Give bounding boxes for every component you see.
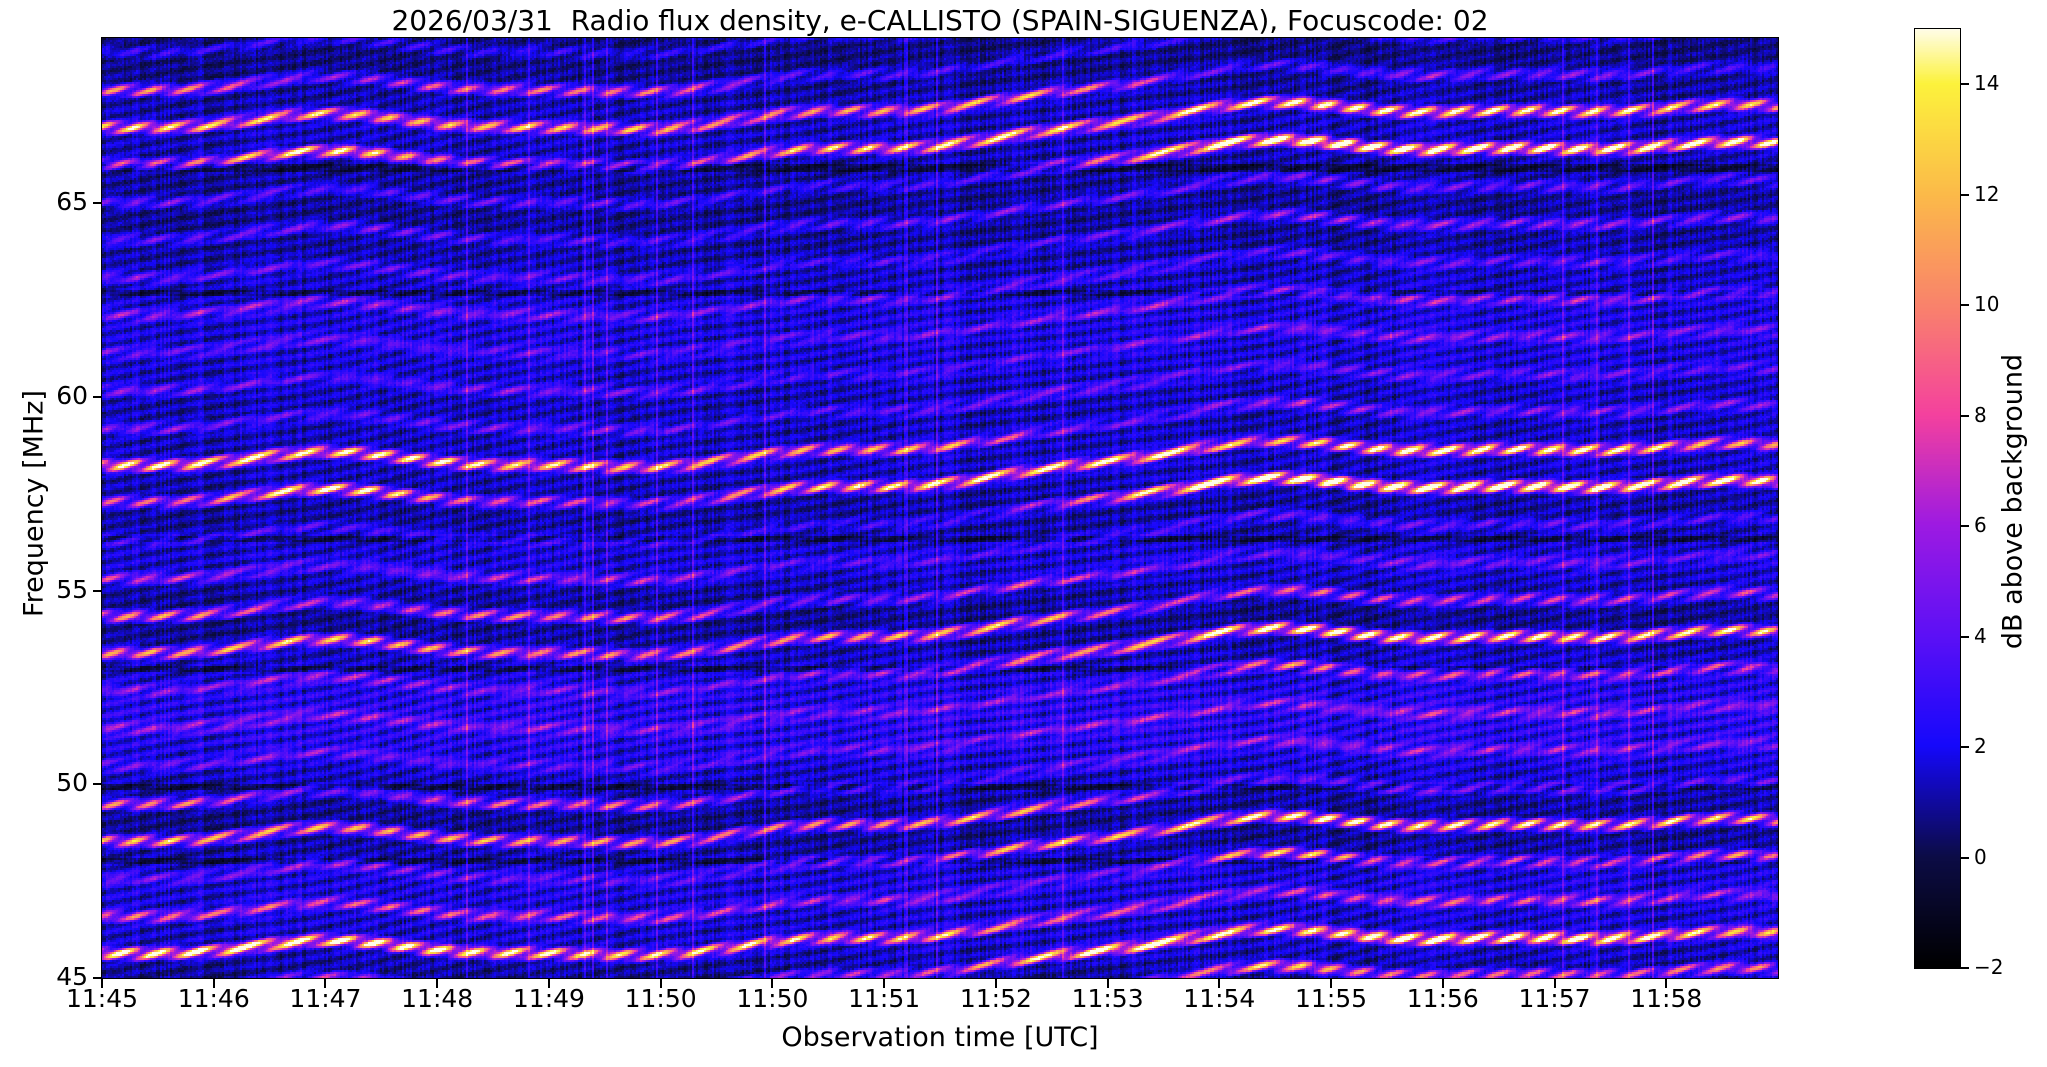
colorbar-tick-mark xyxy=(1961,193,1969,196)
x-tick-label: 11:58 xyxy=(1630,984,1703,1013)
colorbar xyxy=(1915,29,1960,968)
x-tick-mark xyxy=(771,979,774,988)
x-tick-mark xyxy=(212,979,215,988)
x-tick-label: 11:50 xyxy=(736,984,809,1013)
colorbar-tick-label: 12 xyxy=(1974,181,2000,206)
colorbar-frame xyxy=(1914,28,1961,969)
colorbar-label: dB above background xyxy=(1997,353,2029,650)
x-tick-label: 11:49 xyxy=(512,984,585,1013)
colorbar-tick-mark xyxy=(1961,525,1969,528)
y-tick-label: 60 xyxy=(56,381,88,411)
x-tick-label: 11:51 xyxy=(848,984,921,1013)
colorbar-tick-mark xyxy=(1961,635,1969,638)
plot-frame xyxy=(101,37,1779,979)
y-tick-mark xyxy=(93,783,102,786)
x-tick-mark xyxy=(324,979,327,988)
x-tick-mark xyxy=(547,979,550,988)
y-axis-label: Frequency [MHz] xyxy=(18,390,50,617)
x-tick-mark xyxy=(1106,979,1109,988)
x-tick-label: 11:47 xyxy=(289,984,362,1013)
y-tick-label: 55 xyxy=(56,574,88,604)
colorbar-tick-label: 6 xyxy=(1974,513,1987,538)
colorbar-tick-label: 2 xyxy=(1974,734,1987,759)
spectrogram-heatmap xyxy=(102,38,1778,978)
colorbar-tick-mark xyxy=(1961,83,1969,86)
y-tick-mark xyxy=(93,589,102,592)
colorbar-tick-mark xyxy=(1961,746,1969,749)
x-tick-mark xyxy=(101,979,103,988)
x-tick-mark xyxy=(1553,979,1556,988)
x-tick-mark xyxy=(1218,979,1221,988)
colorbar-tick-label: −2 xyxy=(1974,955,2004,979)
x-tick-mark xyxy=(659,979,662,988)
y-tick-label: 50 xyxy=(56,768,88,798)
x-tick-mark xyxy=(883,979,886,988)
colorbar-tick-mark xyxy=(1961,967,1969,969)
colorbar-tick-label: 8 xyxy=(1974,402,1987,427)
x-tick-label: 11:54 xyxy=(1183,984,1256,1013)
x-tick-label: 11:56 xyxy=(1406,984,1479,1013)
colorbar-tick-label: 0 xyxy=(1974,844,1987,869)
colorbar-tick-mark xyxy=(1961,304,1969,307)
y-tick-label: 65 xyxy=(56,187,88,217)
colorbar-tick-mark xyxy=(1961,856,1969,859)
colorbar-tick-label: 14 xyxy=(1974,71,2000,96)
x-tick-label: 11:46 xyxy=(177,984,250,1013)
x-tick-label: 11:55 xyxy=(1295,984,1368,1013)
colorbar-tick-mark xyxy=(1961,414,1969,417)
y-tick-mark xyxy=(93,977,102,979)
chart-title: 2026/03/31 Radio flux density, e-CALLIST… xyxy=(391,4,1489,37)
x-tick-label: 11:50 xyxy=(624,984,697,1013)
y-tick-label: 45 xyxy=(56,962,88,991)
y-tick-mark xyxy=(93,202,102,205)
y-tick-mark xyxy=(93,396,102,399)
x-tick-mark xyxy=(994,979,997,988)
x-tick-label: 11:53 xyxy=(1071,984,1144,1013)
x-axis-label: Observation time [UTC] xyxy=(781,1022,1099,1053)
x-tick-label: 11:48 xyxy=(401,984,474,1013)
colorbar-tick-label: 4 xyxy=(1974,623,1987,648)
colorbar-tick-label: 10 xyxy=(1974,292,2000,317)
x-tick-mark xyxy=(436,979,439,988)
x-tick-mark xyxy=(1441,979,1444,988)
x-tick-label: 11:52 xyxy=(959,984,1032,1013)
x-tick-mark xyxy=(1330,979,1333,988)
x-tick-mark xyxy=(1665,979,1668,988)
x-tick-label: 11:45 xyxy=(65,984,139,1013)
x-tick-label: 11:57 xyxy=(1518,984,1591,1013)
